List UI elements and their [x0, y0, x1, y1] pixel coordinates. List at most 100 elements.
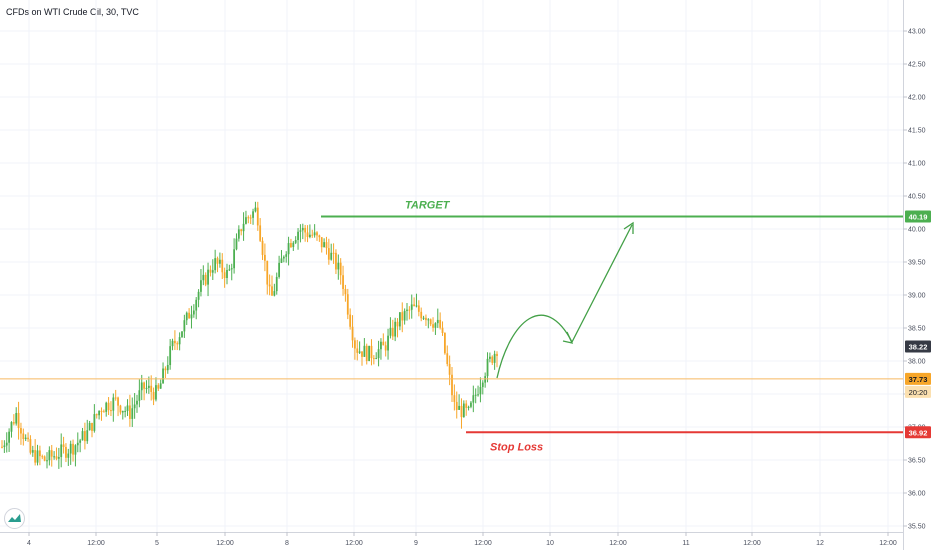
candle-body [15, 412, 18, 424]
time-tick-label: 8 [285, 540, 289, 547]
price-labels: 40.19 38.22 37.73 20:20 36.92 [905, 210, 931, 439]
time-tick-label: 12:00 [879, 540, 897, 547]
candle-body [398, 312, 401, 327]
candle-body [192, 310, 195, 315]
target-label: TARGET [405, 199, 451, 211]
candle-body [474, 394, 477, 396]
candle-body [380, 341, 382, 350]
candle-body [448, 364, 451, 375]
candle-body [114, 397, 117, 399]
candle-body [372, 358, 375, 360]
candle-body [235, 238, 238, 250]
countdown-badge: 20:20 [909, 388, 928, 397]
candle-body [294, 240, 297, 243]
price-tick-label: 39.00 [908, 293, 926, 300]
time-tick-label: 11 [682, 540, 689, 547]
candle-body [22, 433, 25, 440]
grid-lines [0, 0, 903, 532]
candle-body [221, 259, 224, 273]
candle-body [403, 310, 406, 321]
candle-body [349, 314, 352, 327]
candles [1, 201, 498, 469]
candle-body [427, 319, 430, 321]
candle-body [110, 410, 112, 412]
candle-body [285, 254, 288, 257]
price-tick-label: 40.00 [908, 227, 926, 234]
candle-body [391, 327, 394, 337]
candle-body [24, 437, 27, 440]
candle-body [287, 243, 290, 255]
candle-body [481, 382, 484, 388]
time-axis[interactable]: 4 12:00 5 12:00 8 12:00 9 12:00 10 12:00 11 12:00 12… [0, 532, 903, 547]
candle-body [20, 428, 22, 434]
candle-body [188, 312, 191, 319]
candle-body [263, 254, 266, 261]
candle-body [112, 397, 115, 411]
candle-body [107, 402, 110, 411]
candle-body [304, 227, 307, 233]
candle-body [394, 321, 397, 337]
candle-body [169, 346, 172, 366]
candle-body [370, 345, 373, 359]
candle-body [1, 446, 3, 448]
candle-body [290, 243, 292, 248]
candle-body [152, 391, 155, 400]
candle-body [382, 341, 385, 346]
candle-body [387, 335, 389, 351]
candle-body [254, 207, 257, 212]
candle-body [8, 431, 11, 443]
tradingview-logo-icon[interactable] [4, 508, 25, 529]
candle-body [136, 400, 138, 405]
candle-body [422, 317, 425, 319]
projection-arrow[interactable] [496, 224, 633, 379]
candle-body [5, 442, 8, 446]
candle-body [358, 351, 361, 353]
price-tick-label: 36.50 [908, 458, 926, 465]
candle-body [83, 431, 86, 442]
candle-body [242, 223, 245, 232]
candle-body [119, 405, 122, 413]
candle-body [320, 237, 323, 248]
candle-body [363, 345, 366, 357]
candle-body [306, 232, 309, 238]
candle-body [133, 404, 136, 409]
candle-body [230, 268, 233, 270]
candle-body [207, 269, 209, 285]
candle-body [356, 348, 359, 353]
candle-body [491, 356, 494, 363]
candle-body [176, 343, 179, 345]
chart-title: CFDs on WTI Crude Oil, 30, TVC [6, 7, 139, 17]
candle-body [417, 305, 420, 312]
candle-body [420, 311, 423, 319]
candle-body [337, 262, 340, 270]
candle-body [145, 387, 148, 389]
candle-body [308, 234, 311, 238]
candle-body [415, 305, 418, 307]
candle-body [389, 327, 392, 336]
candle-body [105, 402, 108, 412]
current-price-badge: 37.73 [909, 375, 928, 384]
candle-body [50, 450, 53, 457]
candle-body [259, 225, 262, 241]
price-tick-label: 36.00 [908, 491, 926, 498]
candle-body [446, 353, 449, 365]
candle-body [36, 450, 39, 463]
candle-body [344, 288, 347, 295]
candle-body [138, 390, 141, 401]
candle-body [313, 232, 316, 236]
candle-body [375, 358, 378, 360]
candle-body [55, 456, 58, 459]
candle-body [69, 443, 72, 454]
time-tick-label: 12:00 [345, 540, 363, 547]
price-tick-label: 41.00 [908, 161, 926, 168]
candle-body [147, 385, 150, 388]
candle-body [282, 256, 285, 259]
candle-body [434, 323, 437, 328]
price-tick-label: 43.00 [908, 29, 926, 36]
candle-body [443, 332, 446, 354]
time-tick-label: 9 [414, 540, 418, 547]
candle-body [453, 395, 456, 402]
candle-body [462, 403, 465, 418]
price-axis[interactable]: 35.5036.0036.5037.0037.5038.0038.5039.00… [903, 0, 926, 550]
